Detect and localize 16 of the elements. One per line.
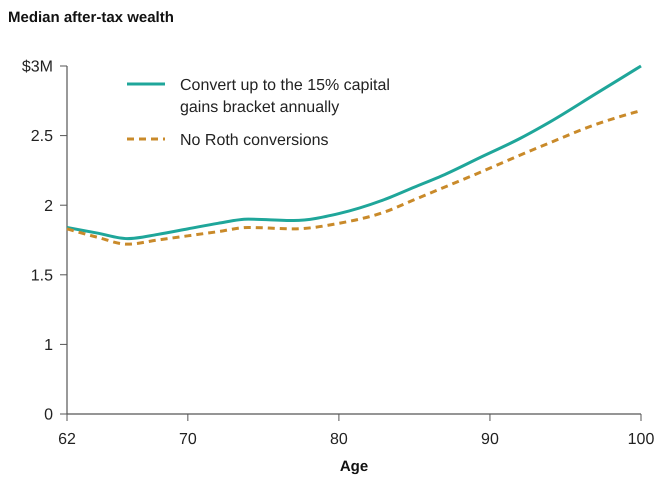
x-tick-label: 90	[481, 431, 499, 448]
y-tick-label: 2	[44, 198, 54, 215]
y-tick-label: 1.5	[30, 267, 54, 284]
legend-label: Convert up to the 15% capital gains bracket annually	[180, 77, 390, 116]
y-tick-label: 1	[44, 337, 54, 354]
x-tick-label: 100	[628, 431, 654, 448]
line-series	[66, 64, 642, 240]
y-tick-label: $3M	[22, 58, 53, 76]
x-axis-title: Age	[340, 458, 368, 475]
chart-title: Median after-tax wealth	[8, 9, 174, 26]
x-tick-label: 80	[330, 431, 348, 448]
y-tick-label: 0	[44, 406, 54, 424]
y-tick-label: 2.5	[30, 128, 54, 146]
legend-label: No Roth conversions	[180, 132, 329, 149]
x-tick-label: 70	[178, 431, 197, 448]
x-tick-label: 62	[58, 431, 76, 448]
